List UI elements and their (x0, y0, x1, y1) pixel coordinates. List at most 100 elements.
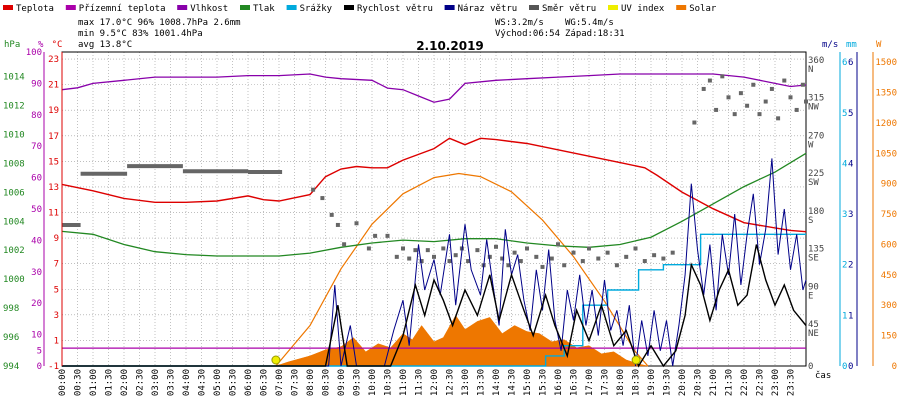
x-tick: 15:00 (523, 369, 533, 396)
legend: Teplota Přízemní teplota Vlhkost Tlak Srážky… (3, 4, 717, 14)
plot-area (61, 73, 808, 368)
x-tick: 17:00 (585, 369, 595, 396)
series-wind-direction-point (329, 212, 334, 217)
series-wind-direction-point (432, 254, 436, 259)
legend-swatch-7 (529, 5, 539, 10)
tick-dir-compass: N (808, 65, 813, 75)
tick-mm: 6 (842, 58, 847, 68)
series-wind-direction-point (757, 112, 762, 117)
series-wind-direction-point (475, 248, 480, 253)
series-wind-direction-point (320, 196, 325, 201)
tick-pct: 20 (31, 299, 42, 309)
x-tick: 13:00 (461, 369, 471, 396)
tick-ms: 5 (848, 109, 853, 119)
stat-max: max 17.0°C 96% 1008.7hPa 2.6mm (78, 18, 241, 28)
tick-w: 1200 (875, 119, 897, 129)
tick-dir-compass: NW (808, 103, 819, 113)
tick-hpa: 1004 (3, 217, 25, 227)
x-tick: 23:30 (787, 369, 797, 396)
x-tick: 12:00 (430, 369, 440, 396)
tick-dir: 315 (808, 94, 824, 104)
series-wind-gust (62, 158, 807, 367)
tick-pct: 70 (31, 142, 42, 152)
series-wind-direction-point (385, 233, 390, 238)
tick-w: 900 (881, 180, 897, 190)
series-wind-direction-point (701, 86, 706, 91)
series-wind-direction-point (652, 253, 657, 258)
tick-w: 1050 (875, 149, 897, 159)
x-axis-label: čas (815, 370, 831, 381)
tick-temp: 21 (48, 81, 59, 91)
stats-block: max 17.0°C 96% 1008.7hPa 2.6mm min 9.5°C… (78, 18, 625, 50)
tick-temp: 1 (54, 336, 59, 346)
svg-text:max 17.0°C 96% 1008.7hPa 2: max 17.0°C 96% 1008.7hPa 2.6mm (78, 18, 241, 28)
x-tick: 02:00 (120, 369, 130, 396)
tick-pct: 60 (31, 174, 42, 184)
tick-w: 750 (881, 210, 897, 220)
tick-dir: 45 (808, 320, 819, 330)
x-tick: 04:30 (198, 369, 208, 396)
tick-mm: 4 (842, 159, 847, 169)
x-tick: 17:30 (601, 369, 611, 396)
legend-label-9: Solar (689, 4, 717, 14)
x-tick: 13:30 (477, 369, 487, 396)
x-tick: 01:00 (89, 369, 99, 396)
svg-text:avg 13.8°C: avg 13.8°C (78, 40, 132, 50)
tick-dir-compass: NE (808, 329, 819, 339)
series-wind-direction-point (534, 254, 539, 259)
tick-temp: 17 (48, 132, 59, 142)
tick-hpa: 1008 (3, 159, 25, 169)
series-wind-direction-point (776, 116, 781, 121)
tick-temp: 9 (54, 234, 59, 244)
grid (61, 51, 807, 367)
series-wind-direction-point (518, 259, 523, 264)
legend-label-3: Tlak (253, 4, 275, 14)
series-wind-direction-point (506, 263, 511, 268)
tick-temp: 15 (48, 157, 59, 167)
x-tick: 20:00 (678, 369, 688, 396)
series-wind-direction-point (571, 250, 576, 255)
tick-hpa: 1010 (3, 130, 25, 140)
series-wind-direction-point (419, 259, 424, 264)
tick-w: 300 (881, 301, 897, 311)
x-tick: 09:30 (353, 369, 363, 396)
tick-pct: 0 (37, 362, 42, 372)
axis-label-w: W (876, 40, 882, 50)
series-solar-measured (275, 314, 648, 367)
sun-marker (631, 355, 641, 365)
tick-ms: 1 (848, 311, 853, 321)
series-wind-direction-point (466, 259, 471, 264)
legend-label-8: UV index (621, 4, 665, 14)
tick-pct: 50 (31, 205, 42, 215)
series-pressure (61, 152, 807, 257)
series-wind-direction-point (407, 256, 412, 261)
series-wind-direction-point (441, 246, 446, 251)
tick-ms: 6 (848, 58, 853, 68)
x-tick: 01:30 (105, 369, 115, 396)
axis-label-mm: mm (846, 40, 857, 50)
tick-dir: 180 (808, 207, 824, 217)
tick-mm: 0 (842, 362, 847, 372)
tick-hpa: 998 (3, 304, 19, 314)
series-wind-direction-point (596, 256, 601, 261)
legend-label-2: Vlhkost (190, 4, 228, 14)
tick-w: 0 (892, 362, 897, 372)
series-wind-direction-point (642, 259, 647, 264)
series-wind-direction-point (556, 242, 560, 247)
stat-sunrise: Východ:06:54 (495, 29, 560, 39)
series-wind-direction-point (494, 244, 498, 249)
tick-w: 1350 (875, 89, 897, 99)
tick-temp: 7 (54, 260, 59, 270)
tick-temp: -1 (48, 362, 59, 372)
tick-dir-compass: SE (808, 254, 819, 264)
x-tick: 08:00 (306, 369, 316, 396)
series-wind-direction-point (549, 256, 554, 261)
series-wind-direction-point (763, 99, 768, 104)
series-wind-direction-point (782, 78, 787, 83)
x-tick: 23:00 (771, 369, 781, 396)
tick-ms: 0 (848, 362, 853, 372)
tick-hpa: 1014 (3, 73, 25, 83)
legend-swatch-9 (676, 5, 687, 10)
axes: hPa9949969981000100210041006100810101012… (3, 40, 897, 396)
